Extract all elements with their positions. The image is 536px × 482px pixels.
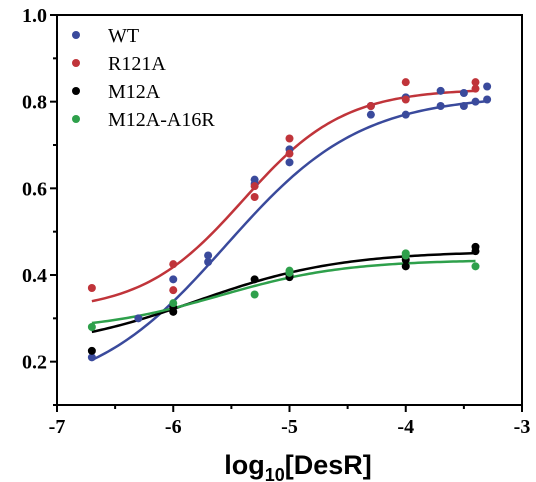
x-tick-label: -6 — [165, 416, 182, 438]
x-tick-label: -5 — [281, 416, 298, 438]
fit-line-r121a — [91, 89, 476, 303]
legend-label: WT — [108, 25, 139, 47]
y-tick-label: 1.0 — [22, 5, 47, 27]
data-point-wt — [436, 102, 445, 110]
fit-line-m12a — [91, 251, 476, 334]
data-point-m12a-a16r — [285, 266, 294, 275]
x-axis-title: log10[DesR] — [224, 450, 372, 482]
data-point-m12a-a16r — [401, 249, 410, 258]
data-point-m12a-a16r — [471, 262, 480, 271]
data-point-wt — [285, 158, 294, 167]
data-point-wt — [401, 110, 410, 119]
fit-line-m12a-a16r — [91, 259, 476, 325]
data-point-wt — [250, 175, 259, 184]
legend-label: R121A — [108, 53, 166, 75]
axes: -7 -6 -5 -4 -3 0.2 0.4 0.6 0.8 1.0 — [22, 5, 530, 438]
data-points — [87, 78, 492, 362]
data-point-wt — [134, 314, 143, 323]
data-point-m12a — [471, 242, 480, 251]
data-point-wt — [471, 97, 480, 106]
y-tick-label: 0.8 — [22, 92, 47, 114]
x-tick-label: -3 — [514, 416, 531, 438]
data-point-wt — [169, 275, 178, 284]
data-point-m12a-a16r — [87, 323, 96, 331]
y-tick-label: 0.6 — [22, 178, 47, 200]
data-point-r121a — [401, 78, 410, 87]
data-point-wt — [366, 110, 375, 119]
data-point-wt — [204, 258, 213, 266]
data-point-r121a — [285, 134, 294, 143]
data-point-r121a — [169, 286, 178, 295]
y-tick-label: 0.2 — [22, 352, 47, 374]
legend-label: M12A — [108, 81, 161, 103]
y-tick-label: 0.4 — [22, 265, 47, 287]
legend-label: M12A-A16R — [108, 109, 215, 131]
data-point-m12a-a16r — [250, 290, 259, 299]
data-point-wt — [204, 251, 213, 260]
x-axis-title-suffix: [DesR] — [285, 450, 372, 480]
data-point-r121a — [169, 260, 178, 269]
fit-curves — [91, 89, 488, 362]
legend-marker — [72, 59, 80, 67]
data-point-wt — [436, 86, 445, 95]
x-tick-label: -4 — [397, 416, 414, 438]
data-point-m12a-a16r — [169, 299, 178, 308]
data-point-r121a — [250, 182, 259, 191]
legend-marker — [72, 31, 80, 39]
data-point-r121a — [471, 78, 480, 87]
data-point-wt — [483, 82, 492, 91]
legend: WT R121A M12A M12A-A16R — [72, 25, 215, 131]
legend-marker — [72, 115, 80, 123]
x-axis-title-prefix: log — [224, 450, 265, 480]
data-point-wt — [459, 89, 468, 97]
data-point-r121a — [250, 193, 259, 201]
data-point-m12a — [87, 346, 96, 355]
data-point-r121a — [285, 149, 294, 158]
data-point-r121a — [366, 102, 375, 110]
data-point-r121a — [471, 84, 480, 93]
data-point-m12a — [401, 262, 410, 271]
x-axis-title-subscript: 10 — [265, 465, 285, 482]
legend-marker — [72, 87, 80, 95]
data-point-wt — [87, 353, 96, 362]
data-point-m12a — [250, 275, 259, 284]
data-point-r121a — [401, 95, 410, 104]
data-point-r121a — [87, 284, 96, 292]
data-point-wt — [459, 102, 468, 110]
x-tick-label: -7 — [49, 416, 66, 438]
data-point-wt — [483, 95, 492, 104]
fit-line-wt — [91, 99, 488, 362]
